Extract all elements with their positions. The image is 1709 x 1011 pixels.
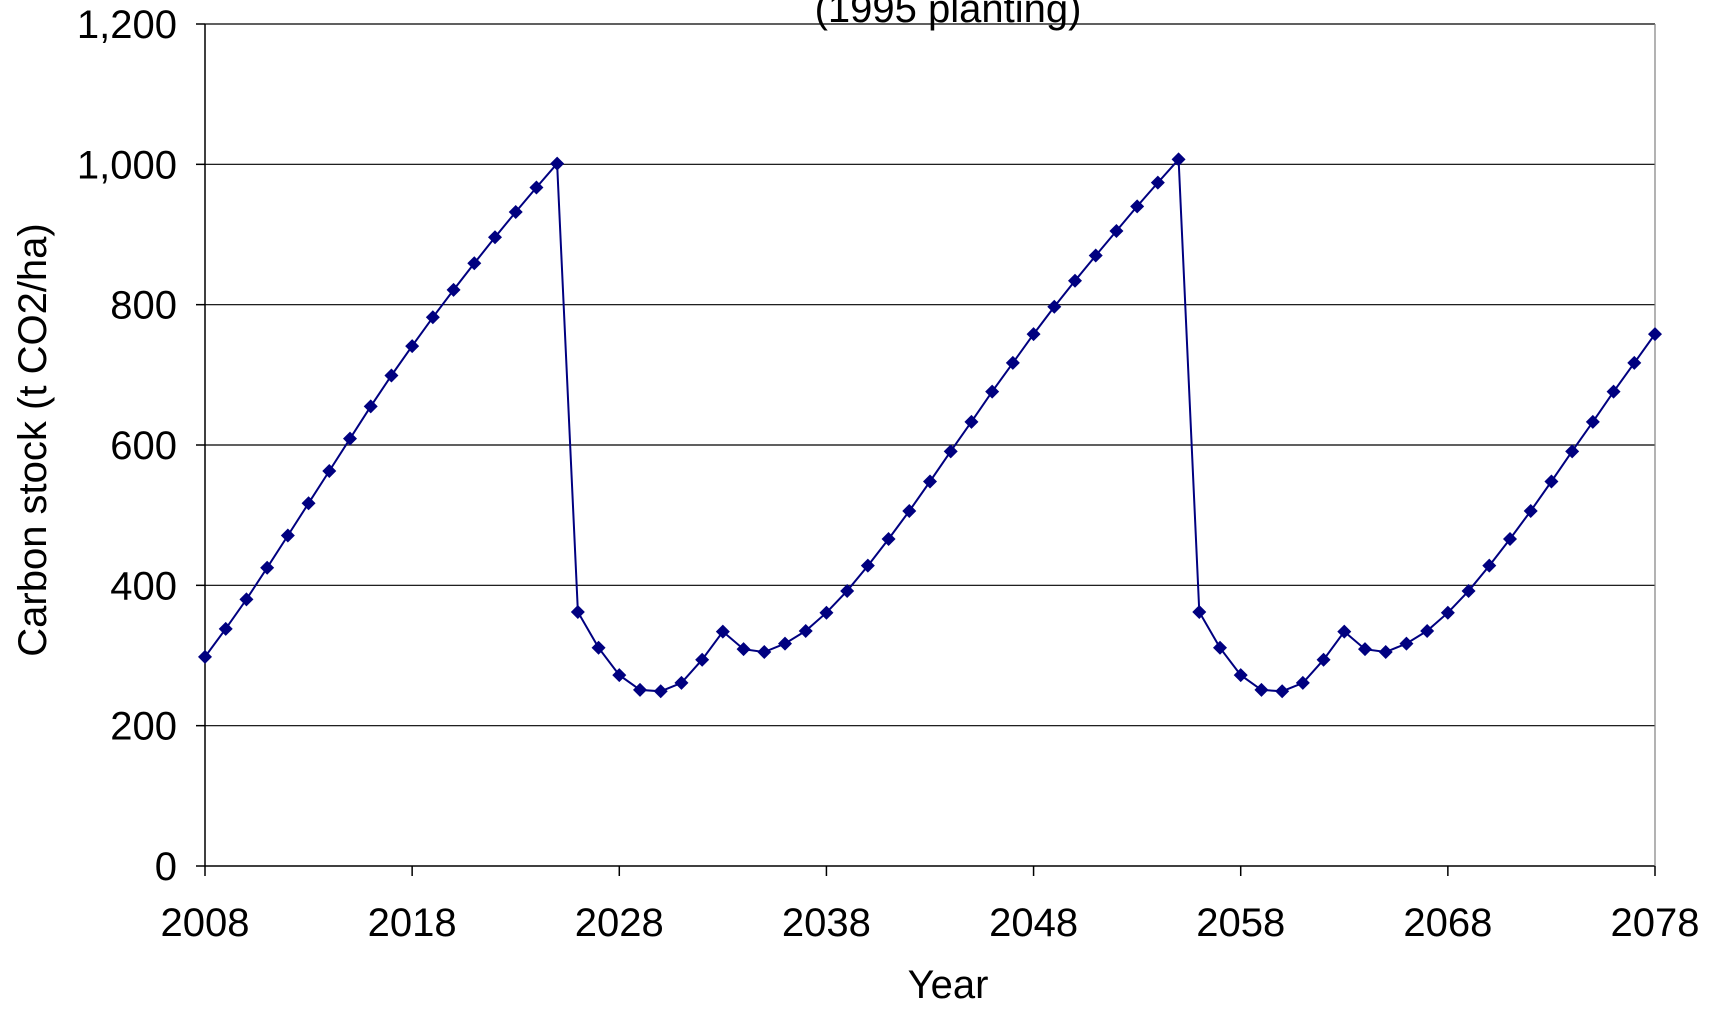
data-point-marker [633, 682, 647, 697]
data-point-marker [695, 652, 710, 667]
data-point-marker [1068, 273, 1082, 288]
x-axis-title: Year [908, 963, 989, 1007]
data-point-marker [322, 463, 337, 478]
data-point-marker [881, 532, 896, 547]
y-tick-label: 0 [155, 845, 177, 889]
data-point-marker [1005, 355, 1020, 370]
data-point-marker [529, 180, 544, 195]
data-point-marker [280, 528, 295, 543]
data-point-marker [1378, 644, 1393, 659]
data-point-marker [840, 583, 855, 598]
x-tick-label: 2078 [1611, 901, 1700, 945]
data-point-marker [1026, 327, 1041, 342]
data-point-marker [570, 604, 585, 619]
data-point-marker [1233, 668, 1248, 683]
data-point-marker [1295, 675, 1310, 690]
y-tick-label: 200 [110, 705, 177, 749]
y-axis-title: Carbon stock (t CO2/ha) [11, 223, 55, 657]
data-point-marker [1585, 414, 1600, 429]
series-group [198, 152, 1662, 699]
data-point-marker [1648, 327, 1662, 342]
y-tick-label: 800 [110, 284, 177, 328]
data-point-marker [1316, 652, 1331, 667]
data-point-marker [778, 636, 792, 651]
data-point-marker [923, 474, 937, 489]
data-point-marker [1461, 583, 1476, 598]
data-point-marker [819, 605, 834, 620]
data-point-marker [239, 592, 254, 607]
data-point-marker [467, 256, 482, 271]
chart-title: (1995 planting) [815, 0, 1082, 31]
data-point-marker [488, 230, 502, 245]
data-point-marker [198, 649, 212, 664]
data-point-marker [405, 339, 420, 354]
data-point-marker [363, 399, 378, 414]
data-point-marker [1109, 223, 1124, 238]
data-point-marker [715, 624, 730, 639]
data-point-marker [218, 621, 233, 636]
data-point-marker [1254, 682, 1269, 697]
data-point-marker [1275, 684, 1290, 699]
data-point-marker [1440, 605, 1455, 620]
data-point-marker [446, 282, 461, 297]
data-point-marker [1358, 642, 1372, 657]
data-point-marker [1627, 355, 1642, 370]
data-point-marker [1337, 624, 1352, 639]
series-line [204, 156, 1656, 693]
data-point-marker [550, 156, 565, 171]
data-point-marker [301, 496, 316, 511]
x-tick-label: 2058 [1196, 901, 1285, 945]
data-point-marker [1088, 248, 1103, 263]
y-tick-label: 1,000 [77, 143, 177, 187]
data-point-marker [860, 558, 875, 573]
data-point-marker [343, 431, 357, 446]
data-point-marker [1150, 175, 1165, 190]
data-point-marker [1606, 384, 1621, 399]
data-point-marker [425, 310, 440, 325]
data-point-marker [1523, 503, 1538, 518]
data-point-marker [1482, 558, 1497, 573]
data-point-marker [1130, 199, 1145, 214]
x-tick-label: 2048 [989, 901, 1078, 945]
gridlines [205, 23, 1655, 727]
data-point-marker [508, 205, 523, 220]
data-point-marker [757, 644, 772, 659]
data-point-marker [591, 640, 606, 655]
data-point-marker [1544, 474, 1559, 489]
x-tick-label: 2038 [782, 901, 871, 945]
data-point-marker [964, 414, 979, 429]
data-point-marker [1565, 444, 1580, 459]
data-point-marker [674, 675, 689, 690]
data-point-marker [902, 503, 917, 518]
data-point-marker [1213, 640, 1227, 655]
data-point-marker [260, 560, 275, 575]
data-point-marker [1420, 623, 1435, 638]
data-point-marker [1171, 152, 1186, 167]
x-tick-label: 2028 [575, 901, 664, 945]
data-point-marker [384, 368, 399, 383]
data-point-marker [736, 642, 751, 657]
data-point-marker [943, 444, 958, 459]
data-point-marker [1399, 636, 1414, 651]
data-point-marker [653, 684, 668, 699]
y-tick-label: 1,200 [77, 3, 177, 47]
x-tick-label: 2008 [161, 901, 250, 945]
data-point-marker [1192, 604, 1207, 619]
data-point-marker [985, 384, 1000, 399]
x-tick-label: 2018 [368, 901, 457, 945]
data-point-marker [612, 668, 627, 683]
tick-labels: 0 200 400 600 800 1,000 1,200 2008 2018 2028 2038 2… [77, 3, 1700, 945]
y-tick-label: 600 [110, 424, 177, 468]
axes [196, 23, 1656, 876]
x-tick-label: 2068 [1403, 901, 1492, 945]
data-point-marker [1047, 299, 1062, 314]
data-point-marker [798, 623, 813, 638]
data-point-marker [1503, 532, 1517, 547]
y-tick-label: 400 [110, 564, 177, 608]
